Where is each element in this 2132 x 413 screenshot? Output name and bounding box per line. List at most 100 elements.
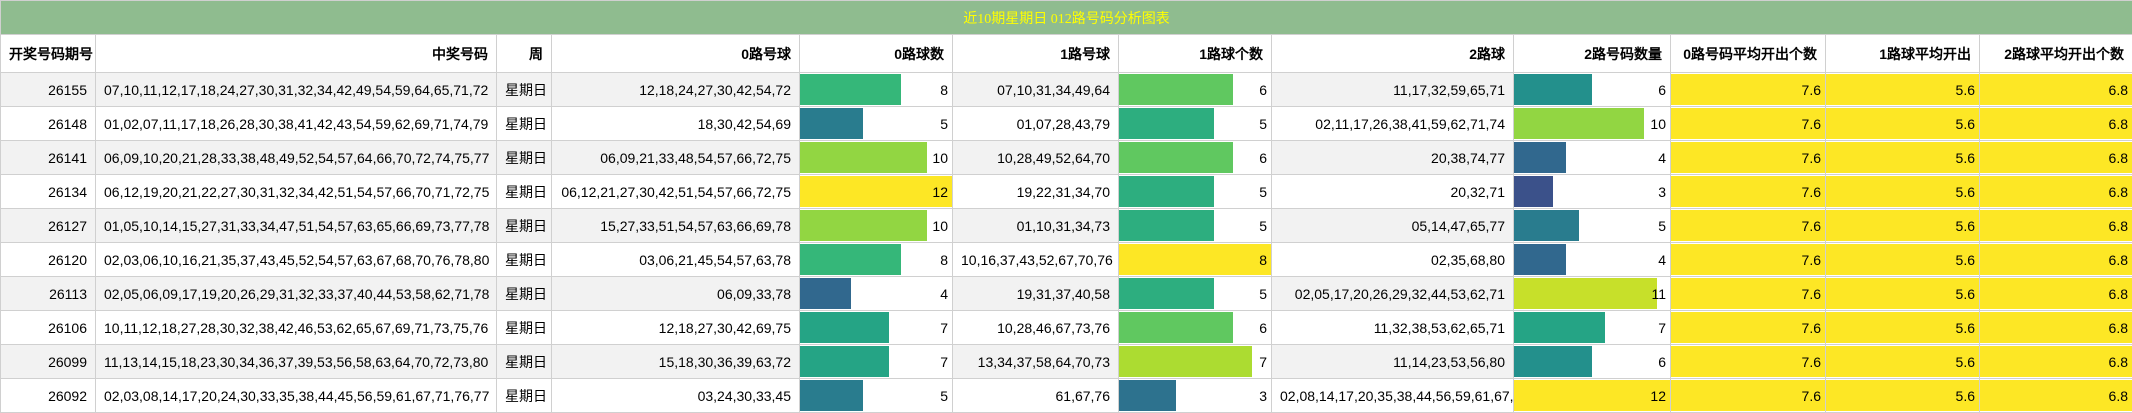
- cell-value: 5.6: [1956, 116, 1975, 132]
- cell-value: 6.8: [2109, 218, 2128, 234]
- cell-value: 3: [1658, 184, 1666, 200]
- bar-cell: 5.6: [1826, 379, 1980, 413]
- bar-cell: 7: [1119, 345, 1272, 379]
- bar-cell: 7.6: [1671, 73, 1826, 107]
- table-cell: 26099: [1, 345, 96, 379]
- cell-value: 6.8: [2109, 354, 2128, 370]
- cell-value: 7.6: [1802, 184, 1821, 200]
- cell-value: 8: [940, 252, 948, 268]
- table-cell: 星期日: [497, 243, 552, 277]
- bar-cell: 10: [800, 141, 953, 175]
- table-cell: 01,02,07,11,17,18,26,28,30,38,41,42,43,5…: [96, 107, 497, 141]
- column-header: 2路球平均开出个数: [1980, 35, 2132, 73]
- cell-value: 12: [1650, 388, 1666, 404]
- table-cell: 10,28,49,52,64,70: [953, 141, 1119, 175]
- bar-cell: 5: [1119, 209, 1272, 243]
- table-cell: 26141: [1, 141, 96, 175]
- column-header: 1路球个数: [1119, 35, 1272, 73]
- bar-cell: 11: [1514, 277, 1671, 311]
- cell-value: 10: [1650, 116, 1666, 132]
- table-cell: 07,10,31,34,49,64: [953, 73, 1119, 107]
- bar-cell: 7.6: [1671, 141, 1826, 175]
- column-header: 1路号球: [953, 35, 1119, 73]
- table-cell: 星期日: [497, 175, 552, 209]
- bar-cell: 6.8: [1980, 175, 2132, 209]
- data-bar: [800, 108, 863, 139]
- cell-value: 7.6: [1802, 286, 1821, 302]
- data-bar: [1514, 74, 1592, 105]
- table-title: 近10期星期日 012路号码分析图表: [1, 1, 2132, 35]
- table-cell: 02,11,17,26,38,41,59,62,71,74: [1272, 107, 1514, 141]
- bar-cell: 6: [1119, 141, 1272, 175]
- bar-cell: 12: [1514, 379, 1671, 413]
- data-bar: [1514, 210, 1579, 241]
- bar-cell: 7.6: [1671, 345, 1826, 379]
- data-bar: [800, 312, 889, 343]
- bar-cell: 5: [1119, 107, 1272, 141]
- cell-value: 5.6: [1956, 184, 1975, 200]
- table-cell: 10,28,46,67,73,76: [953, 311, 1119, 345]
- data-bar: [1119, 278, 1214, 309]
- bar-cell: 5: [800, 379, 953, 413]
- table-cell: 星期日: [497, 209, 552, 243]
- column-header: 0路号码平均开出个数: [1671, 35, 1826, 73]
- bar-cell: 5.6: [1826, 141, 1980, 175]
- cell-value: 8: [940, 82, 948, 98]
- column-header: 0路球数: [800, 35, 953, 73]
- cell-value: 6: [1658, 82, 1666, 98]
- table-cell: 05,14,47,65,77: [1272, 209, 1514, 243]
- table-cell: 20,38,74,77: [1272, 141, 1514, 175]
- bar-cell: 8: [800, 243, 953, 277]
- bar-cell: 7.6: [1671, 311, 1826, 345]
- data-bar: [1119, 176, 1214, 207]
- data-bar: [1119, 380, 1176, 411]
- cell-value: 5: [1259, 286, 1267, 302]
- bar-cell: 5: [1119, 175, 1272, 209]
- bar-cell: 5.6: [1826, 107, 1980, 141]
- cell-value: 6.8: [2109, 388, 2128, 404]
- table-cell: 26134: [1, 175, 96, 209]
- column-header: 1路球平均开出: [1826, 35, 1980, 73]
- table-cell: 01,10,31,34,73: [953, 209, 1119, 243]
- bar-cell: 5.6: [1826, 243, 1980, 277]
- bar-cell: 5: [800, 107, 953, 141]
- cell-value: 5.6: [1956, 388, 1975, 404]
- cell-value: 6.8: [2109, 116, 2128, 132]
- table-cell: 11,14,23,53,56,80: [1272, 345, 1514, 379]
- table-cell: 03,06,21,45,54,57,63,78: [552, 243, 800, 277]
- data-bar: [1119, 346, 1252, 377]
- table-cell: 02,03,08,14,17,20,24,30,33,35,38,44,45,5…: [96, 379, 497, 413]
- column-header: 2路号码数量: [1514, 35, 1671, 73]
- bar-cell: 6.8: [1980, 73, 2132, 107]
- cell-value: 3: [1259, 388, 1267, 404]
- cell-value: 5: [940, 116, 948, 132]
- data-bar: [1119, 108, 1214, 139]
- bar-cell: 7: [800, 311, 953, 345]
- cell-value: 4: [1658, 150, 1666, 166]
- table-cell: 星期日: [497, 73, 552, 107]
- table-cell: 20,32,71: [1272, 175, 1514, 209]
- bar-cell: 3: [1119, 379, 1272, 413]
- cell-value: 5.6: [1956, 320, 1975, 336]
- cell-value: 6.8: [2109, 184, 2128, 200]
- table-cell: 19,22,31,34,70: [953, 175, 1119, 209]
- table-cell: 02,35,68,80: [1272, 243, 1514, 277]
- data-bar: [1119, 142, 1233, 173]
- bar-cell: 7.6: [1671, 243, 1826, 277]
- table-cell: 10,11,12,18,27,28,30,32,38,42,46,53,62,6…: [96, 311, 497, 345]
- bar-cell: 5.6: [1826, 209, 1980, 243]
- table-cell: 02,08,14,17,20,35,38,44,56,59,61,67,71,7…: [1272, 379, 1514, 413]
- cell-value: 6: [1259, 150, 1267, 166]
- cell-value: 7.6: [1802, 150, 1821, 166]
- table-cell: 26120: [1, 243, 96, 277]
- bar-cell: 6: [1514, 345, 1671, 379]
- table-cell: 26127: [1, 209, 96, 243]
- table-cell: 星期日: [497, 141, 552, 175]
- column-header: 0路号球: [552, 35, 800, 73]
- table-cell: 06,09,10,20,21,28,33,38,48,49,52,54,57,6…: [96, 141, 497, 175]
